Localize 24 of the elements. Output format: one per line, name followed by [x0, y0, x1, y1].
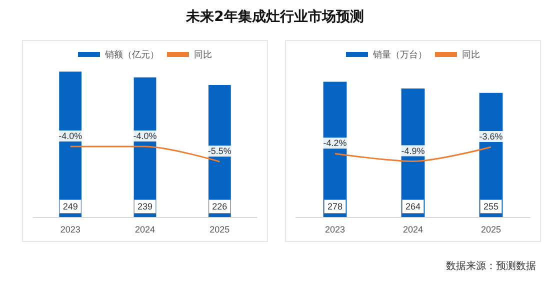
data-label: 264 [405, 202, 421, 212]
x-tick-label: 2024 [134, 224, 156, 234]
data-label: 249 [62, 202, 78, 212]
data-label: 239 [137, 202, 153, 212]
data-label: -4.0% [58, 131, 82, 142]
x-tick-label: 2025 [480, 224, 502, 234]
x-tick-label: 2023 [324, 224, 346, 234]
x-tick-label: 2025 [210, 224, 230, 234]
data-label: 278 [327, 202, 343, 212]
legend-label: 同比 [194, 50, 212, 60]
legend-label: 销量（万台） [372, 50, 427, 60]
x-tick-label: 2023 [60, 224, 80, 234]
data-label: -3.6% [479, 131, 503, 142]
data-label: 255 [483, 202, 499, 212]
legend-label: 同比 [462, 50, 480, 60]
data-label: 226 [212, 202, 228, 212]
chart-title: 未来2年集成灶行业市场预测 [184, 8, 365, 26]
legend-label: 销额（亿元） [104, 50, 159, 60]
x-tick-label: 2024 [402, 224, 424, 234]
source-note: 数据来源：预测数据 [446, 260, 536, 273]
data-label: -4.0% [133, 131, 157, 142]
data-label: -5.5% [208, 146, 232, 156]
data-label: -4.2% [323, 138, 347, 148]
data-label: -4.9% [401, 146, 425, 156]
